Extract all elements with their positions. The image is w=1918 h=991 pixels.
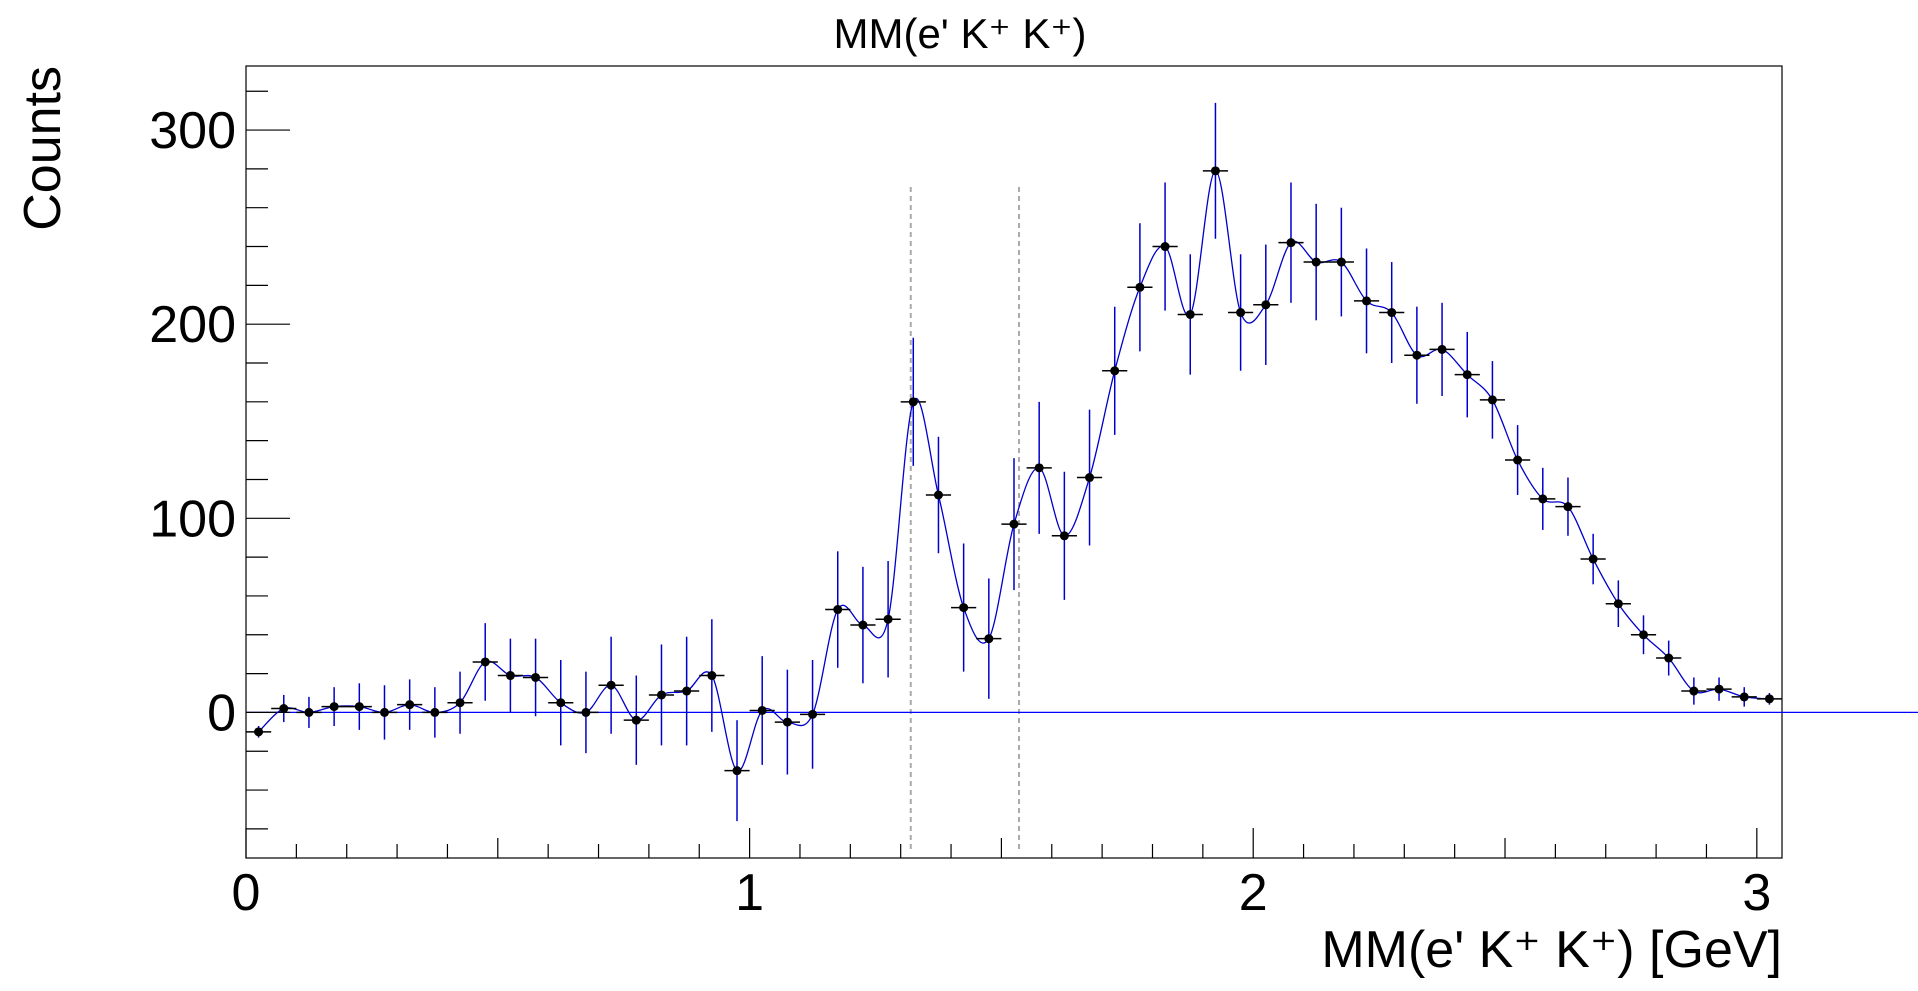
data-point bbox=[808, 709, 818, 719]
data-point bbox=[1412, 350, 1422, 360]
chart-title: MM(e' K⁺ K⁺) bbox=[833, 10, 1086, 57]
data-point bbox=[1059, 531, 1069, 541]
error-bars bbox=[246, 102, 1782, 822]
data-point bbox=[1135, 282, 1145, 292]
data-point bbox=[959, 603, 969, 613]
data-point bbox=[858, 620, 868, 630]
data-point bbox=[1588, 554, 1598, 564]
data-point bbox=[1487, 395, 1497, 405]
data-point bbox=[455, 698, 465, 708]
data-point bbox=[933, 490, 943, 500]
data-point bbox=[1311, 257, 1321, 267]
data-point bbox=[908, 397, 918, 407]
data-point bbox=[1362, 296, 1372, 306]
data-point bbox=[405, 700, 415, 710]
data-point bbox=[1336, 257, 1346, 267]
data-point bbox=[1613, 599, 1623, 609]
data-point bbox=[1236, 308, 1246, 318]
x-tick-label: 1 bbox=[735, 864, 764, 922]
reference-lines bbox=[909, 187, 1021, 851]
data-point bbox=[556, 698, 566, 708]
data-point bbox=[1110, 366, 1120, 376]
data-point bbox=[1009, 519, 1019, 529]
y-axis-label: Counts bbox=[14, 66, 72, 231]
data-point bbox=[1689, 686, 1699, 696]
y-tick-label: 100 bbox=[149, 490, 236, 548]
y-tick-label: 300 bbox=[149, 102, 236, 160]
data-point bbox=[833, 605, 843, 615]
data-point bbox=[329, 702, 339, 712]
data-point bbox=[1286, 238, 1296, 248]
data-point bbox=[1210, 166, 1220, 176]
data-point bbox=[1185, 309, 1195, 319]
x-axis: 0 1 2 3 bbox=[232, 828, 1771, 922]
data-point bbox=[1261, 300, 1271, 310]
data-point bbox=[1538, 494, 1548, 504]
data-point bbox=[279, 704, 289, 714]
data-point bbox=[379, 707, 389, 717]
data-point bbox=[757, 705, 767, 715]
data-point bbox=[1714, 684, 1724, 694]
data-point bbox=[883, 614, 893, 624]
data-point bbox=[631, 715, 641, 725]
data-point bbox=[1160, 242, 1170, 252]
data-points bbox=[254, 166, 1774, 776]
data-point bbox=[1664, 653, 1674, 663]
data-point bbox=[581, 707, 591, 717]
data-point bbox=[1462, 370, 1472, 380]
data-point bbox=[1387, 308, 1397, 318]
data-point bbox=[480, 657, 490, 667]
data-point bbox=[254, 727, 264, 737]
data-point bbox=[430, 707, 440, 717]
y-axis: 0 100 200 300 bbox=[149, 90, 290, 830]
data-point bbox=[1513, 455, 1523, 465]
data-point bbox=[1764, 694, 1774, 704]
x-axis-label: MM(e' K⁺ K⁺) [GeV] bbox=[1321, 921, 1782, 979]
data-point bbox=[1437, 344, 1447, 354]
data-point bbox=[984, 634, 994, 644]
data-point bbox=[682, 686, 692, 696]
data-point bbox=[531, 672, 541, 682]
data-point bbox=[782, 717, 792, 727]
y-tick-label: 200 bbox=[149, 296, 236, 354]
plot-frame bbox=[245, 65, 1783, 859]
data-point bbox=[707, 671, 717, 681]
data-point bbox=[1639, 630, 1649, 640]
y-tick-label: 0 bbox=[207, 684, 236, 742]
data-point bbox=[1085, 473, 1095, 483]
x-tick-label: 3 bbox=[1742, 864, 1771, 922]
data-point bbox=[656, 690, 666, 700]
x-tick-label: 0 bbox=[232, 864, 261, 922]
data-point bbox=[505, 671, 515, 681]
data-point bbox=[1034, 463, 1044, 473]
data-point bbox=[732, 766, 742, 776]
data-point bbox=[1563, 502, 1573, 512]
data-point bbox=[304, 707, 314, 717]
data-point bbox=[1739, 692, 1749, 702]
data-point bbox=[354, 702, 364, 712]
x-tick-label: 2 bbox=[1239, 864, 1268, 922]
data-point bbox=[606, 680, 616, 690]
